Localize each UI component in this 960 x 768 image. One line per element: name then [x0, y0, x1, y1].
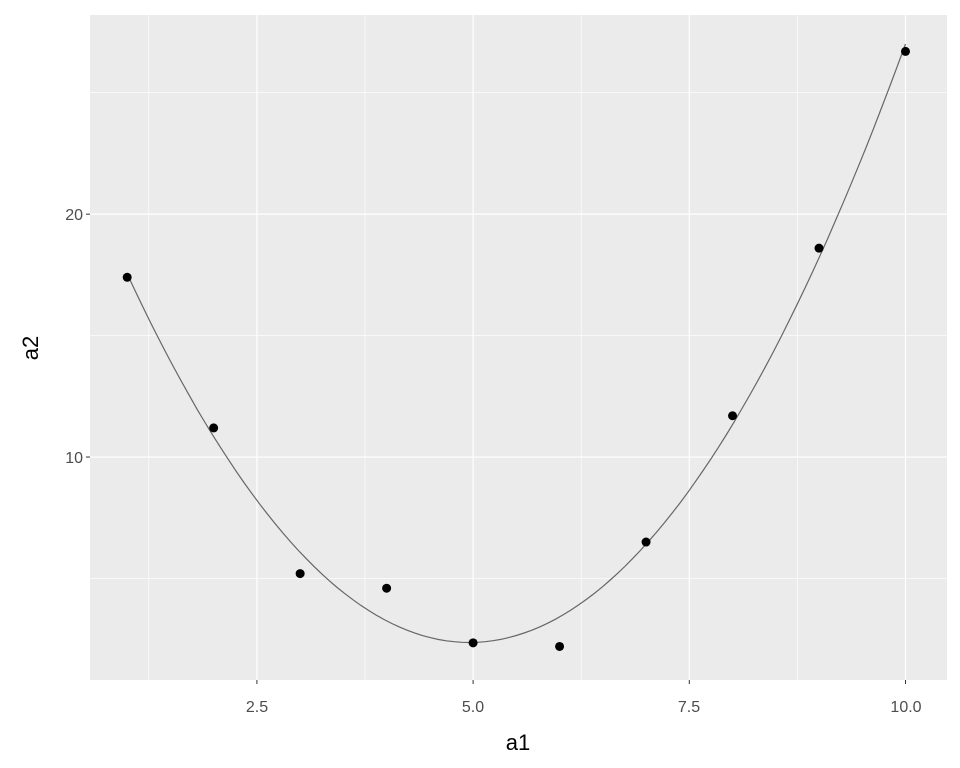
data-point	[814, 243, 824, 253]
y-tick-label: 10	[65, 450, 83, 467]
major-gridlines	[90, 15, 947, 680]
x-axis-title: a1	[506, 730, 530, 755]
y-axis: 10 20	[65, 207, 83, 467]
data-point	[728, 411, 738, 421]
x-tick-label: 7.5	[678, 699, 700, 716]
x-tick-label: 5.0	[462, 699, 484, 716]
data-point	[122, 272, 132, 282]
points	[122, 46, 910, 651]
minor-gridlines	[90, 15, 947, 680]
x-tick-label: 10.0	[890, 699, 921, 716]
x-tick-label: 2.5	[246, 699, 268, 716]
x-axis: 2.5 5.0 7.5 10.0	[246, 699, 922, 716]
tick-marks	[86, 213, 906, 684]
data-point	[382, 583, 392, 593]
data-point	[555, 641, 565, 651]
plot-panel	[90, 15, 947, 680]
data-point	[641, 537, 651, 547]
y-tick-label: 20	[65, 207, 83, 224]
y-axis-title: a2	[18, 336, 43, 360]
data-point	[209, 423, 219, 433]
data-point	[468, 638, 478, 648]
smooth-line	[126, 43, 907, 644]
data-point	[295, 569, 305, 579]
data-point	[900, 46, 910, 56]
